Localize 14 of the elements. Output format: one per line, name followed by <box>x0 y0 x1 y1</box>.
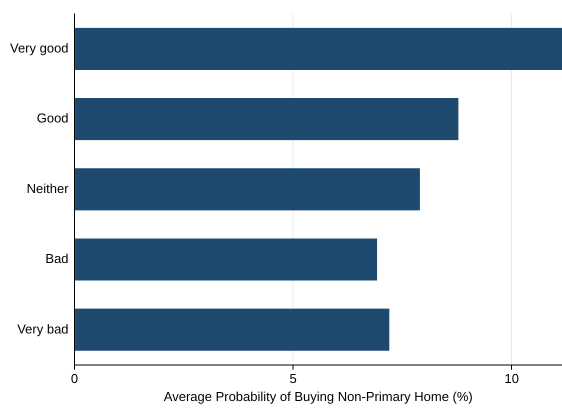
x-axis-title: Average Probability of Buying Non-Primary Home (%) <box>164 388 473 404</box>
bar <box>75 238 378 281</box>
y-tick-label: Very bad <box>17 321 69 336</box>
x-tick-label: 10 <box>504 371 519 386</box>
y-tick-label: Bad <box>45 251 69 266</box>
bar <box>75 98 458 140</box>
bar <box>75 28 562 70</box>
y-tick-label: Very good <box>10 40 69 56</box>
x-tick-label: 5 <box>290 371 297 386</box>
x-tick-label: 0 <box>70 371 78 386</box>
y-tick-label: Neither <box>26 180 70 196</box>
y-tick-label: Good <box>36 110 69 126</box>
bar <box>75 308 390 351</box>
bar <box>75 168 420 210</box>
